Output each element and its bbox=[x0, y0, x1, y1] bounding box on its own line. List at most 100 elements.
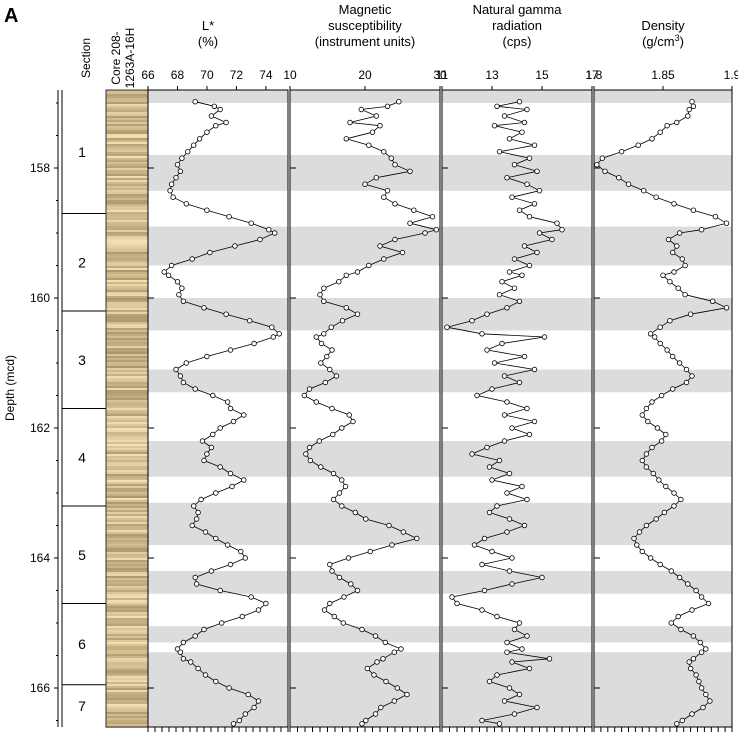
data-point bbox=[686, 106, 692, 113]
panel-unit: (cps) bbox=[503, 34, 532, 49]
data-point bbox=[272, 230, 278, 236]
core-photo-stripe bbox=[106, 432, 148, 434]
core-photo-stripe bbox=[106, 540, 148, 542]
core-photo-stripe bbox=[106, 374, 148, 376]
core-photo-stripe bbox=[106, 256, 148, 258]
core-photo-stripe bbox=[106, 440, 148, 442]
core-photo-stripe bbox=[106, 574, 148, 576]
data-point bbox=[366, 142, 372, 148]
data-point bbox=[354, 587, 361, 594]
data-point bbox=[373, 113, 379, 119]
core-photo-stripe bbox=[106, 480, 148, 482]
core-photo-stripe bbox=[106, 522, 148, 524]
core-photo-stripe bbox=[106, 226, 148, 228]
data-point bbox=[524, 181, 530, 187]
data-point bbox=[539, 574, 545, 581]
data-point bbox=[687, 665, 694, 672]
core-photo-stripe bbox=[106, 652, 148, 654]
grey-band bbox=[594, 90, 732, 103]
data-point bbox=[198, 496, 204, 503]
data-point bbox=[318, 360, 324, 366]
core-photo-stripe bbox=[106, 250, 148, 252]
data-point bbox=[366, 262, 372, 269]
core-photo-stripe bbox=[106, 336, 148, 338]
core-photo-stripe bbox=[106, 418, 148, 420]
core-photo-stripe bbox=[106, 628, 148, 630]
data-point bbox=[303, 451, 309, 457]
data-point bbox=[643, 522, 650, 529]
data-point bbox=[506, 136, 513, 142]
data-point bbox=[491, 360, 498, 366]
data-point bbox=[501, 373, 508, 379]
core-photo-stripe bbox=[106, 228, 148, 230]
core-photo-stripe bbox=[106, 104, 148, 106]
data-point bbox=[384, 187, 391, 194]
data-point bbox=[649, 399, 655, 405]
core-photo-stripe bbox=[106, 262, 148, 264]
data-point bbox=[359, 626, 365, 633]
core-photo-stripe bbox=[106, 420, 148, 422]
data-point bbox=[519, 646, 525, 652]
core-photo-stripe bbox=[106, 322, 148, 324]
data-point bbox=[210, 431, 216, 438]
data-point bbox=[322, 379, 328, 386]
core-photo-stripe bbox=[106, 534, 148, 536]
data-point bbox=[224, 542, 231, 548]
core-photo-stripe bbox=[106, 346, 148, 348]
core-photo-stripe bbox=[106, 164, 148, 166]
data-point bbox=[372, 711, 379, 717]
data-point bbox=[183, 360, 189, 366]
core-photo-stripe bbox=[106, 330, 148, 332]
data-point bbox=[190, 503, 197, 509]
data-point bbox=[670, 249, 676, 256]
data-point bbox=[217, 425, 223, 431]
data-point bbox=[504, 490, 510, 496]
data-point bbox=[683, 366, 690, 373]
grey-band bbox=[594, 502, 732, 545]
data-point bbox=[689, 98, 695, 105]
core-photo-stripe bbox=[106, 90, 148, 92]
data-point bbox=[712, 213, 719, 220]
data-point bbox=[698, 649, 705, 655]
core-photo-stripe bbox=[106, 132, 148, 134]
data-point bbox=[678, 496, 684, 503]
core-photo-stripe bbox=[106, 272, 148, 274]
data-point bbox=[217, 587, 223, 594]
data-point bbox=[232, 243, 238, 249]
data-point bbox=[339, 477, 345, 483]
core-photo-stripe bbox=[106, 510, 148, 512]
data-point bbox=[479, 717, 485, 724]
core-photo-stripe bbox=[106, 674, 148, 676]
data-point bbox=[190, 142, 197, 148]
core-photo-stripe bbox=[106, 536, 148, 538]
core-photo-stripe bbox=[106, 588, 148, 590]
core-photo-stripe bbox=[106, 578, 148, 580]
core-photo-stripe bbox=[106, 398, 148, 400]
section-label: 4 bbox=[78, 449, 86, 465]
grey-band bbox=[290, 652, 440, 727]
core-image-column: Core 208- 1263A-16H bbox=[105, 28, 149, 728]
data-point bbox=[663, 483, 669, 490]
grey-band bbox=[442, 369, 592, 393]
core-photo-stripe bbox=[106, 238, 148, 240]
core-photo-stripe bbox=[106, 552, 148, 554]
data-point bbox=[364, 665, 370, 672]
core-photo-stripe bbox=[106, 512, 148, 514]
x-tick-label: 1.85 bbox=[651, 68, 675, 82]
core-photo-stripe bbox=[106, 500, 148, 502]
data-point bbox=[534, 249, 540, 256]
data-point bbox=[389, 542, 395, 548]
data-point bbox=[674, 243, 680, 249]
core-photo-stripe bbox=[106, 394, 148, 396]
core-photo-stripe bbox=[106, 300, 148, 302]
core-photo-stripe bbox=[106, 248, 148, 250]
data-point bbox=[227, 561, 234, 568]
core-photo-stripe bbox=[106, 474, 148, 476]
data-point bbox=[341, 594, 347, 600]
data-point bbox=[693, 672, 699, 678]
data-point bbox=[693, 587, 699, 594]
data-point bbox=[656, 477, 662, 483]
core-photo-stripe bbox=[106, 332, 148, 334]
core-photo-stripe bbox=[106, 698, 148, 700]
data-point bbox=[354, 311, 361, 317]
